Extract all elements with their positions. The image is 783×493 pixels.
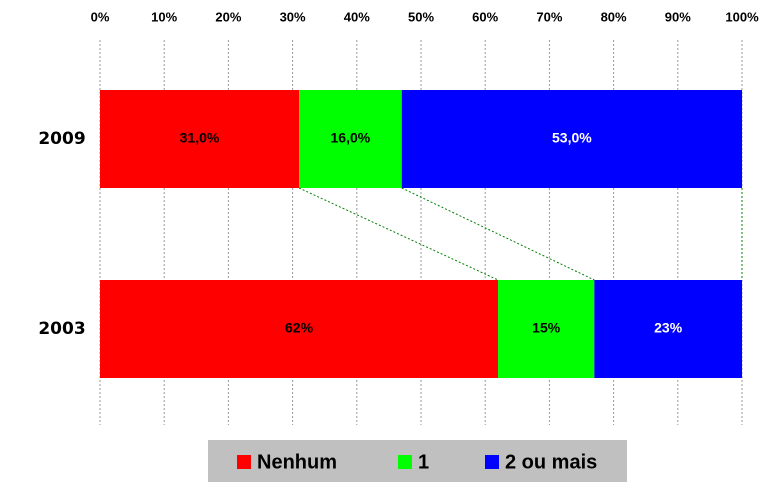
legend-label: 2 ou mais: [505, 451, 597, 473]
x-tick-label: 100%: [725, 9, 759, 24]
legend-swatch: [237, 455, 251, 469]
x-tick-label: 20%: [215, 9, 241, 24]
legend-label: Nenhum: [257, 451, 337, 473]
bar-segment: [594, 280, 742, 378]
value-label: 15%: [532, 320, 561, 336]
x-tick-label: 60%: [472, 9, 498, 24]
x-tick-label: 80%: [601, 9, 627, 24]
x-tick-label: 30%: [280, 9, 306, 24]
legend-label: 1: [418, 451, 429, 473]
x-tick-label: 10%: [151, 9, 177, 24]
legend-swatch: [398, 455, 412, 469]
bar-segment: [100, 90, 300, 188]
value-label: 16,0%: [331, 130, 371, 146]
bar-segment: [401, 90, 742, 188]
bar-segment: [498, 280, 595, 378]
x-tick-label: 50%: [408, 9, 434, 24]
series-line: [298, 187, 499, 281]
series-line: [401, 187, 595, 281]
legend-swatch: [485, 455, 499, 469]
bar-segment: [299, 90, 402, 188]
category-label: 2003: [38, 319, 85, 339]
value-label: 53,0%: [552, 130, 592, 146]
x-tick-label: 0%: [91, 9, 110, 24]
x-tick-label: 70%: [536, 9, 562, 24]
x-tick-label: 90%: [665, 9, 691, 24]
legend-box: [208, 440, 627, 482]
value-label: 23%: [654, 320, 683, 336]
category-label: 2009: [38, 129, 85, 149]
value-label: 31,0%: [180, 130, 220, 146]
bar-segment: [100, 280, 499, 378]
x-tick-label: 40%: [344, 9, 370, 24]
value-label: 62%: [285, 320, 314, 336]
